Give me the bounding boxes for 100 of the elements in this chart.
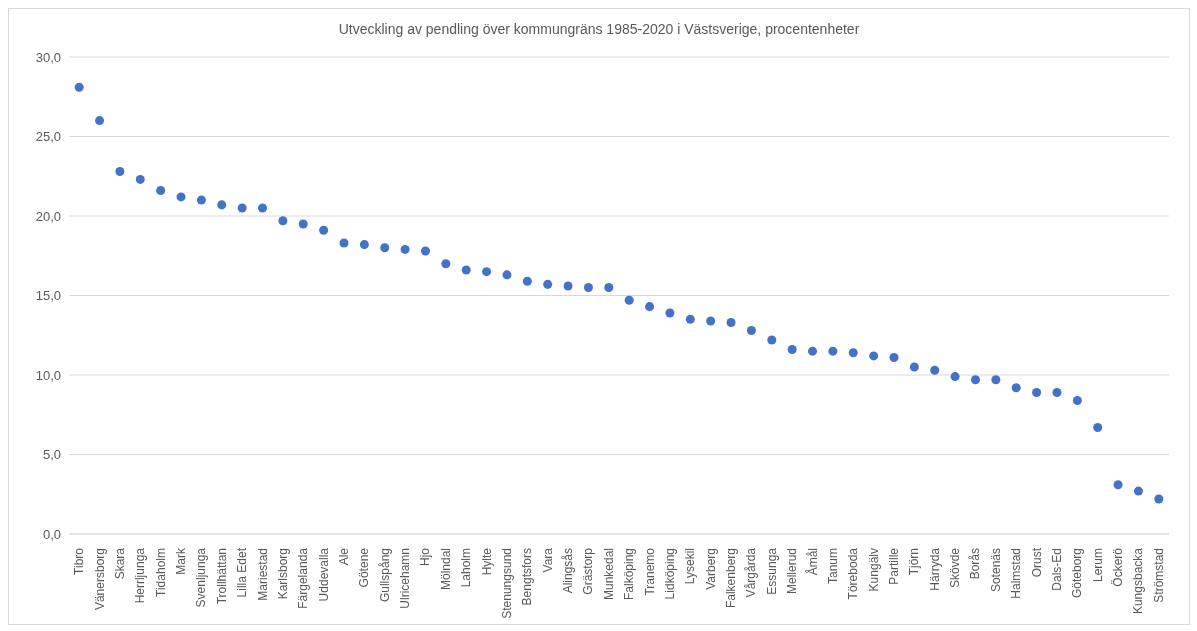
point <box>583 283 593 293</box>
x-tick-label: Vänersborg <box>92 548 107 611</box>
y-tick-label: 10,0 <box>35 367 61 383</box>
point <box>319 225 329 235</box>
x-tick-label: Uddevalla <box>316 547 331 602</box>
point <box>808 346 818 356</box>
point <box>1011 383 1021 393</box>
x-tick-label: Borås <box>968 548 983 580</box>
point <box>930 365 940 375</box>
point <box>970 375 980 385</box>
x-tick-label: Töreboda <box>846 547 861 600</box>
x-tick-label: Herrljunga <box>133 547 148 604</box>
point <box>1093 422 1103 432</box>
x-tick-label: Tjörn <box>907 548 922 576</box>
chart-title: Utveckling av pendling över kommungräns 1985-2020 i Västsverige, procentenheter <box>337 20 861 39</box>
x-tick-label: Göteborg <box>1070 548 1085 599</box>
point <box>767 335 777 345</box>
point <box>1032 387 1042 397</box>
point <box>420 246 430 256</box>
point <box>400 244 410 254</box>
x-tick-label: Grästorp <box>581 547 596 595</box>
point <box>991 375 1001 385</box>
x-tick-label: Karlsborg <box>275 548 290 600</box>
point <box>95 116 105 126</box>
point <box>604 283 614 293</box>
point <box>909 362 919 372</box>
x-tick-label: Strömstad <box>1151 548 1166 603</box>
x-tick-label: Hylte <box>479 547 494 576</box>
x-tick-label: Härryda <box>927 547 942 591</box>
x-tick-label: Skara <box>112 547 127 580</box>
x-tick-label: Vårgårda <box>744 547 759 598</box>
x-tick-label: Lidköping <box>662 548 677 600</box>
x-tick-label: Lysekil <box>683 548 698 585</box>
x-tick-label: Tranemo <box>642 547 657 596</box>
y-tick-label: 30,0 <box>35 49 61 65</box>
x-tick-label: Åmål <box>804 548 820 576</box>
x-tick-label: Stenungsund <box>499 548 514 619</box>
point <box>217 200 227 210</box>
point <box>1133 486 1143 496</box>
point <box>1113 480 1123 490</box>
point <box>746 325 756 335</box>
x-tick-label: Laholm <box>459 548 474 588</box>
point <box>196 195 206 205</box>
point <box>74 82 84 92</box>
x-tick-label: Partille <box>887 547 901 585</box>
x-tick-label: Tidaholm <box>153 548 168 597</box>
x-tick-label: Kungälv <box>866 548 881 592</box>
point <box>1052 387 1062 397</box>
point <box>115 166 125 176</box>
x-tick-label: Gullspång <box>377 548 392 603</box>
point <box>787 345 797 355</box>
x-tick-label: Alingsås <box>561 548 576 594</box>
point <box>380 243 390 253</box>
point <box>339 238 349 248</box>
point <box>482 267 492 277</box>
x-tick-label: Mariestad <box>255 548 270 601</box>
x-tick-label: Öckerö <box>1111 547 1126 587</box>
point <box>706 316 716 326</box>
x-tick-label: Dals-Ed <box>1049 548 1064 591</box>
x-tick-label: Färgelanda <box>296 547 311 609</box>
x-tick-label: Orust <box>1029 547 1044 578</box>
point <box>869 351 879 361</box>
x-tick-label: Tibro <box>72 547 87 575</box>
point <box>176 192 186 202</box>
point <box>889 353 899 363</box>
x-tick-label: Sotenäs <box>988 548 1003 593</box>
x-tick-label: Lerum <box>1090 548 1105 583</box>
point <box>848 348 858 358</box>
point <box>685 314 695 324</box>
x-tick-label: Ale <box>337 547 351 566</box>
y-tick-label: 0,0 <box>42 526 61 542</box>
x-tick-label: Varberg <box>703 548 718 590</box>
point <box>624 295 634 305</box>
point <box>1072 395 1082 405</box>
x-tick-label: Munkedal <box>601 548 616 601</box>
point <box>950 372 960 382</box>
x-tick-label: Götene <box>357 547 372 588</box>
x-tick-label: Ulricehamn <box>398 548 413 609</box>
x-tick-label: Tanum <box>825 548 840 585</box>
point <box>258 203 268 213</box>
x-tick-label: Svenljunga <box>194 547 209 608</box>
point <box>298 219 308 229</box>
y-tick-label: 15,0 <box>35 288 61 304</box>
x-tick-label: Hjo <box>418 547 433 567</box>
point <box>522 276 532 286</box>
point <box>461 265 471 275</box>
point <box>502 270 512 280</box>
x-tick-label: Mark <box>174 547 189 575</box>
x-tick-label: Lilla Edet <box>235 547 250 598</box>
point <box>135 174 145 184</box>
y-tick-label: 25,0 <box>35 129 61 145</box>
point <box>278 216 288 226</box>
point <box>441 259 451 269</box>
point <box>665 308 675 318</box>
point <box>359 240 369 250</box>
point <box>237 203 247 213</box>
point <box>563 281 573 291</box>
x-tick-label: Skövde <box>948 547 963 589</box>
x-tick-label: Kungsbacka <box>1131 547 1146 615</box>
x-tick-label: Trollhättan <box>214 548 229 605</box>
